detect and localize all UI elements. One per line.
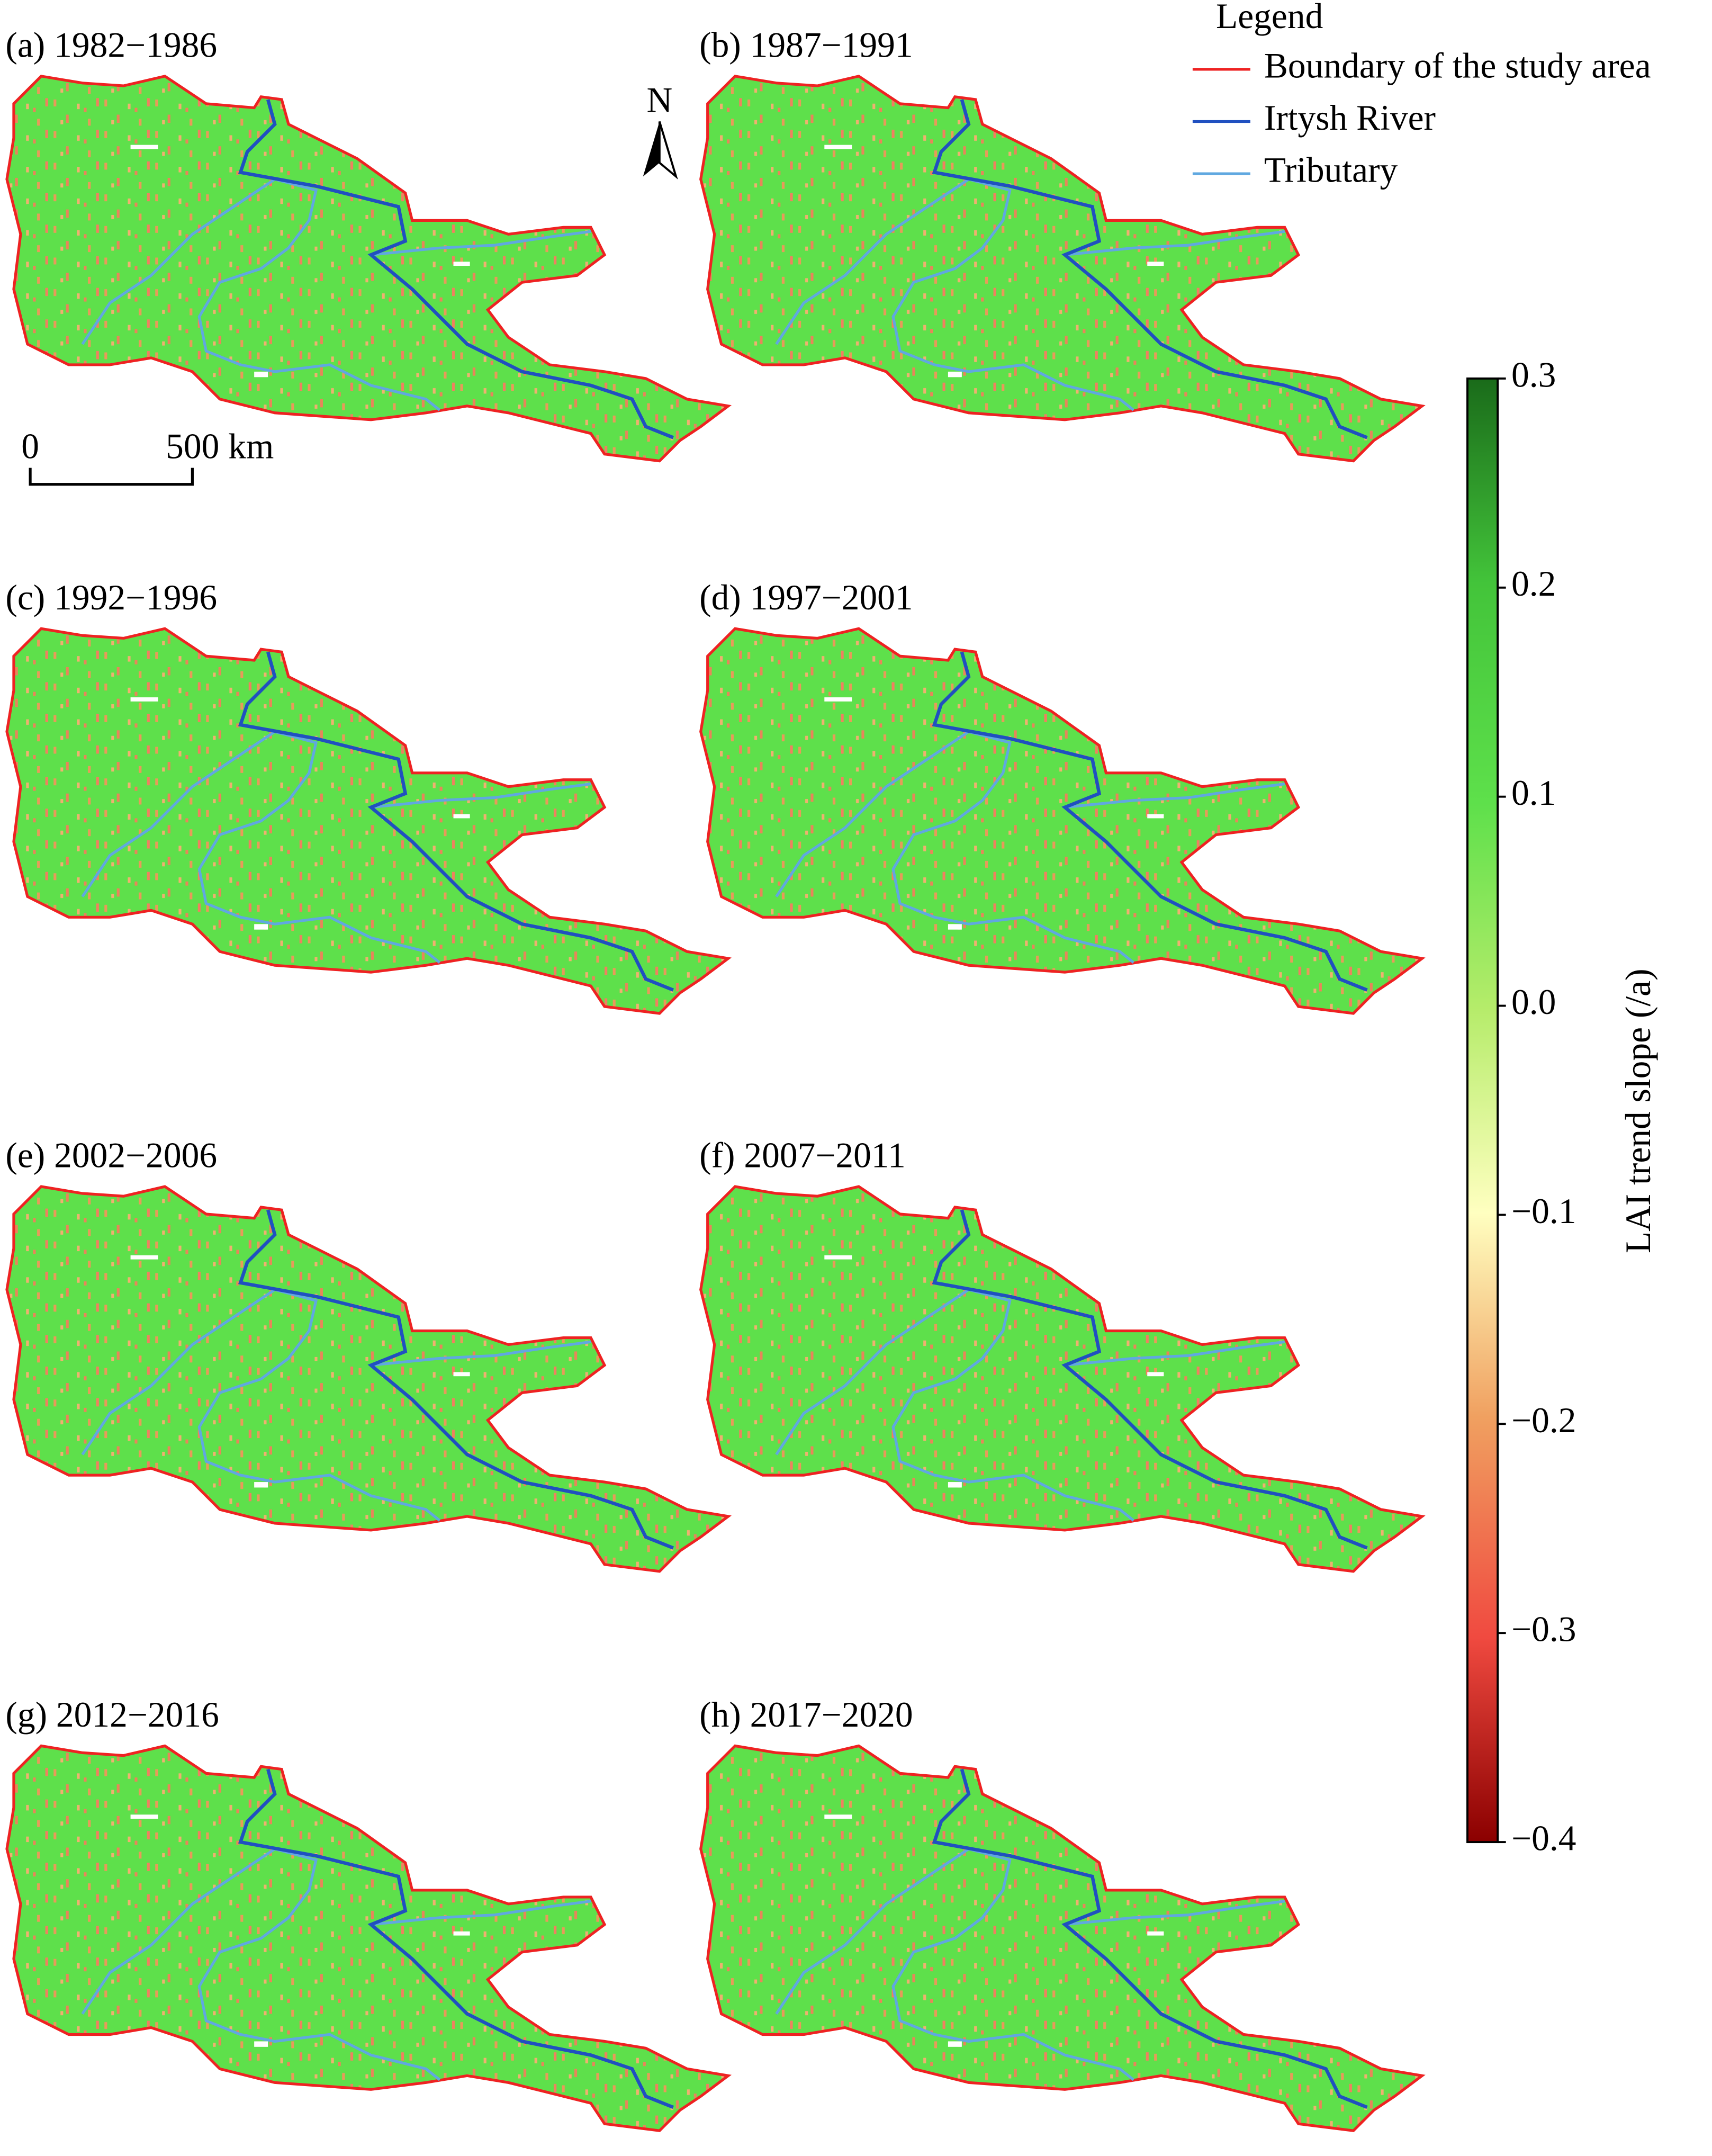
panel-title: (g) 2012−2016 [5,1695,219,1735]
map-panel: (g) 2012−2016 [5,1695,728,2131]
colorbar-tick-label: −0.1 [1511,1191,1576,1231]
colorbar-tick-label: −0.4 [1511,1819,1576,1858]
map-panel: (a) 1982−1986 [5,25,728,461]
panel-title: (b) 1987−1991 [699,25,913,65]
basin-map [7,1187,728,1571]
map-panel: (e) 2002−2006 [5,1136,728,1571]
map-panels: (a) 1982−1986 (b) 1987−1991 (c) 1992−1996 (… [5,25,1422,2131]
basin-map [7,76,728,461]
colorbar-tick-label: 0.0 [1511,982,1556,1022]
basin-map [701,628,1422,1013]
panel-title: (h) 2017−2020 [699,1695,913,1735]
colorbar: LAI trend slope (/a) 0.3 0.2 0.1 0.0 −0.1 −0.… [1466,355,1658,1858]
colorbar-tick-label: 0.1 [1511,773,1556,813]
map-panel: (b) 1987−1991 [699,25,1422,461]
basin-map [7,628,728,1013]
colorbar-tick-label: −0.2 [1511,1400,1576,1440]
colorbar-label: LAI trend slope (/a) [1618,968,1658,1253]
map-panel: (d) 1997−2001 [699,578,1422,1013]
panel-title: (e) 2002−2006 [5,1136,217,1175]
colorbar-tick-label: 0.2 [1511,564,1556,604]
colorbar-ramp [1466,377,1499,1844]
legend-label: Boundary of the study area [1264,46,1651,85]
panel-title: (d) 1997−2001 [699,578,913,617]
panel-title: (a) 1982−1986 [5,25,217,65]
legend: Legend Boundary of the study area Irtysh … [1192,0,1651,190]
legend-label: Irtysh River [1264,98,1436,138]
panel-title: (f) 2007−2011 [699,1136,906,1175]
legend-label: Tributary [1264,150,1398,190]
basin-map [701,1187,1422,1571]
map-panel: (h) 2017−2020 [699,1695,1422,2131]
map-panel: (f) 2007−2011 [699,1136,1422,1571]
legend-title: Legend [1216,0,1323,36]
scale-label: 500 km [166,426,274,466]
colorbar-tick-label: −0.3 [1511,1610,1576,1649]
scale-bar: 0 500 km [21,426,274,486]
panel-title: (c) 1992−1996 [5,578,217,617]
map-panel: (c) 1992−1996 [5,578,728,1013]
scale-label: 0 [21,426,39,466]
basin-map [7,1746,728,2131]
north-label: N [646,80,672,120]
north-arrow: N [643,80,678,179]
basin-map [701,1746,1422,2131]
colorbar-tick-label: 0.3 [1511,355,1556,394]
